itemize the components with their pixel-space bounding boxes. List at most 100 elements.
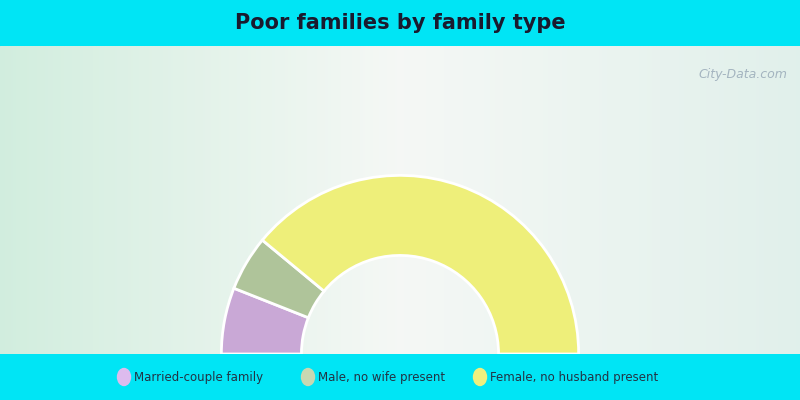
Bar	[738, 46, 742, 354]
Bar	[208, 46, 210, 354]
Bar	[66, 46, 70, 354]
Bar	[72, 46, 74, 354]
Bar	[136, 46, 138, 354]
Bar	[168, 46, 170, 354]
Bar	[328, 46, 330, 354]
Bar	[126, 46, 128, 354]
Bar	[440, 46, 442, 354]
Bar	[454, 46, 456, 354]
Bar	[190, 46, 192, 354]
Bar	[10, 46, 14, 354]
Bar	[32, 46, 34, 354]
Bar	[680, 46, 682, 354]
Bar	[422, 46, 424, 354]
Bar	[78, 46, 80, 354]
Bar	[630, 46, 632, 354]
Bar	[74, 46, 78, 354]
Bar	[86, 46, 88, 354]
Bar	[6, 46, 8, 354]
Bar	[58, 46, 62, 354]
Bar	[288, 46, 290, 354]
Bar	[22, 46, 24, 354]
Bar	[792, 46, 794, 354]
Bar	[414, 46, 416, 354]
Bar	[614, 46, 616, 354]
Bar	[266, 46, 270, 354]
Bar	[568, 46, 570, 354]
Bar	[16, 46, 18, 354]
Bar	[664, 46, 666, 354]
Bar	[254, 46, 256, 354]
Bar	[654, 46, 656, 354]
Bar	[646, 46, 648, 354]
Bar	[502, 46, 504, 354]
Bar	[94, 46, 96, 354]
Bar	[158, 46, 160, 354]
Bar	[608, 46, 610, 354]
Bar	[154, 46, 158, 354]
Bar	[632, 46, 634, 354]
Bar	[576, 46, 578, 354]
Bar	[282, 46, 286, 354]
Bar	[658, 46, 662, 354]
Bar	[528, 46, 530, 354]
Bar	[770, 46, 774, 354]
Bar	[130, 46, 134, 354]
Bar	[544, 46, 546, 354]
Bar	[34, 46, 38, 354]
Bar	[472, 46, 474, 354]
Bar	[416, 46, 418, 354]
Bar	[486, 46, 488, 354]
Bar	[362, 46, 366, 354]
Bar	[720, 46, 722, 354]
Bar	[782, 46, 784, 354]
Bar	[634, 46, 638, 354]
Bar	[798, 46, 800, 354]
Bar	[430, 46, 432, 354]
Bar	[302, 46, 304, 354]
Bar	[594, 46, 598, 354]
Bar	[138, 46, 142, 354]
Bar	[178, 46, 182, 354]
Bar	[306, 46, 310, 354]
Bar	[312, 46, 314, 354]
Bar	[722, 46, 726, 354]
Bar	[506, 46, 510, 354]
Bar	[696, 46, 698, 354]
Bar	[624, 46, 626, 354]
Bar	[368, 46, 370, 354]
Bar	[786, 46, 790, 354]
Bar	[482, 46, 486, 354]
Bar	[248, 46, 250, 354]
Bar	[48, 46, 50, 354]
Bar	[272, 46, 274, 354]
Bar	[144, 46, 146, 354]
Bar	[2, 46, 6, 354]
Bar	[512, 46, 514, 354]
Bar	[478, 46, 480, 354]
Bar	[150, 46, 152, 354]
Bar	[200, 46, 202, 354]
Bar	[394, 46, 398, 354]
Bar	[672, 46, 674, 354]
Bar	[218, 46, 222, 354]
Bar	[98, 46, 102, 354]
Bar	[566, 46, 568, 354]
Bar	[510, 46, 512, 354]
Bar	[102, 46, 104, 354]
Bar	[56, 46, 58, 354]
Bar	[520, 46, 522, 354]
Bar	[746, 46, 750, 354]
Bar	[730, 46, 734, 354]
Bar	[338, 46, 342, 354]
Bar	[222, 46, 224, 354]
Bar	[784, 46, 786, 354]
Bar	[442, 46, 446, 354]
Bar	[536, 46, 538, 354]
Ellipse shape	[117, 368, 131, 386]
Bar	[754, 46, 758, 354]
Bar	[234, 46, 238, 354]
Bar	[0, 46, 2, 354]
Bar	[198, 46, 200, 354]
Bar	[712, 46, 714, 354]
